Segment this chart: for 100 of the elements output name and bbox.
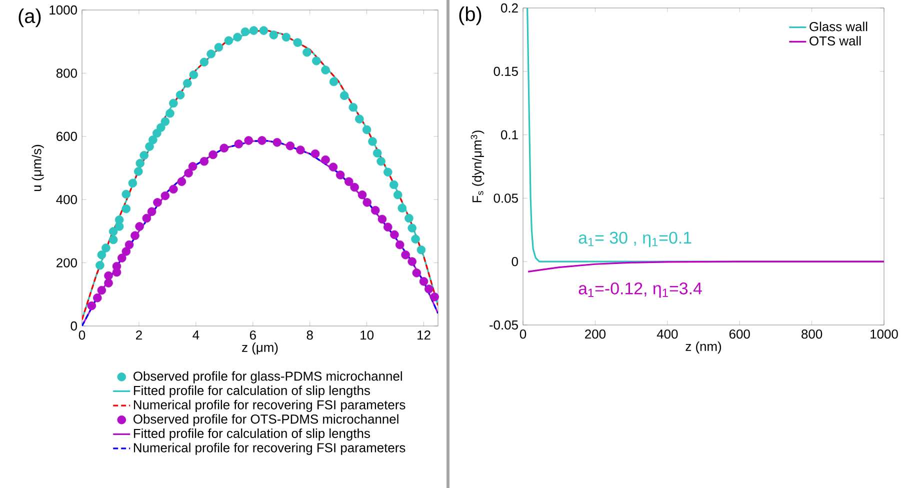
point xyxy=(302,48,312,57)
point xyxy=(122,204,131,214)
x-tick-label: 10 xyxy=(360,330,374,340)
point xyxy=(344,177,354,186)
point xyxy=(234,140,244,148)
point xyxy=(272,138,282,147)
point xyxy=(200,58,209,67)
point xyxy=(142,214,152,223)
line-series xyxy=(527,260,884,273)
point xyxy=(329,77,338,86)
point xyxy=(122,247,131,256)
point xyxy=(176,90,185,100)
x-tick-label: 600 xyxy=(729,329,750,339)
x-tick-label: 4 xyxy=(192,330,200,340)
point xyxy=(383,222,392,232)
point xyxy=(160,191,170,200)
point xyxy=(336,170,345,180)
x-axis-title: z (μm) xyxy=(242,342,278,355)
point xyxy=(312,56,321,66)
legend-label: Numerical profile for recovering FSI parameters xyxy=(134,442,406,455)
point xyxy=(220,144,229,152)
y-tick-label: 400 xyxy=(56,195,77,204)
point xyxy=(169,184,178,194)
point xyxy=(233,32,242,42)
point xyxy=(362,125,372,134)
point xyxy=(376,156,386,166)
point xyxy=(177,177,186,186)
point xyxy=(358,190,367,200)
point xyxy=(408,224,416,232)
y-tick-label: 600 xyxy=(56,132,77,141)
x-tick-label: 200 xyxy=(585,329,606,339)
y-tick-label: 0 xyxy=(512,256,518,266)
legend-label: Observed profile for glass-PDMS microchannel xyxy=(134,371,402,384)
legend-label: Glass wall xyxy=(810,22,868,32)
x-tick-label: 1000 xyxy=(870,329,898,339)
y-tick-label: 0 xyxy=(70,321,77,331)
point xyxy=(114,215,124,224)
point xyxy=(102,244,110,252)
point xyxy=(108,235,118,244)
point xyxy=(214,42,224,52)
x-tick-label: 0 xyxy=(520,329,526,339)
y-tick-label: -0.05 xyxy=(490,320,518,330)
point xyxy=(286,141,295,150)
y-tick-label: 0.05 xyxy=(494,194,518,203)
point xyxy=(135,222,144,231)
point xyxy=(92,293,102,302)
point xyxy=(87,301,96,310)
point xyxy=(148,135,158,144)
x-tick-label: 6 xyxy=(250,330,256,340)
point xyxy=(249,26,258,35)
point xyxy=(124,240,134,250)
x-tick-label: 2 xyxy=(136,330,142,340)
point xyxy=(412,268,422,278)
point xyxy=(224,36,234,46)
point xyxy=(259,26,268,35)
point xyxy=(160,117,170,126)
point xyxy=(134,167,143,176)
legend-label: Fitted profile for calculation of slip lengths xyxy=(134,428,370,441)
point xyxy=(355,114,364,124)
point xyxy=(208,150,218,160)
point xyxy=(128,178,138,188)
point xyxy=(362,198,372,207)
point xyxy=(258,136,266,145)
point xyxy=(122,190,131,199)
point xyxy=(416,245,426,254)
point xyxy=(401,250,410,260)
point xyxy=(383,168,392,176)
point xyxy=(166,108,174,118)
point xyxy=(104,278,113,288)
x-tick-label: 12 xyxy=(418,330,430,340)
point xyxy=(244,136,254,145)
point xyxy=(389,180,398,190)
point xyxy=(140,150,148,160)
point xyxy=(282,32,291,42)
point xyxy=(395,240,404,250)
point xyxy=(321,66,330,74)
y-tick-label: 0.1 xyxy=(500,130,518,140)
point xyxy=(404,214,414,223)
point xyxy=(398,204,407,213)
point xyxy=(393,190,402,200)
point xyxy=(97,286,106,295)
point xyxy=(368,137,377,146)
point xyxy=(348,102,358,112)
y-axis-title: u (μm/s) xyxy=(32,144,44,192)
x-axis-title: z (nm) xyxy=(686,341,722,354)
point xyxy=(328,162,338,172)
y-tick-label: 1000 xyxy=(50,5,77,15)
point xyxy=(156,123,166,132)
point xyxy=(296,146,305,154)
point xyxy=(321,155,330,164)
point xyxy=(240,27,250,36)
x-tick-label: 800 xyxy=(802,329,822,339)
x-tick-label: 400 xyxy=(656,329,678,339)
point xyxy=(130,231,140,240)
annotation: a$_{1}$=-0.12, η$_{1}$=3.4 xyxy=(578,282,702,298)
point xyxy=(169,98,178,108)
point xyxy=(310,149,320,158)
annotation: a$_{1}$= 30 , η$_{1}$=0.1 xyxy=(578,232,692,248)
point xyxy=(145,142,154,151)
point xyxy=(372,148,382,158)
